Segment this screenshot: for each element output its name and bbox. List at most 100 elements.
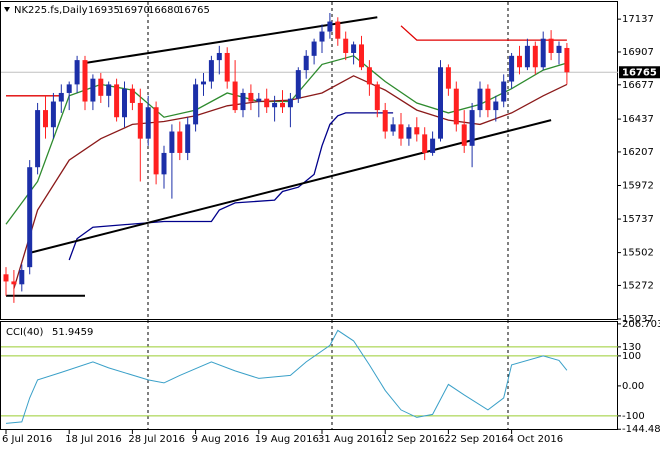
overlay-line — [68, 112, 394, 261]
candle-body — [145, 107, 151, 139]
candle-body — [453, 88, 459, 125]
candle-body — [406, 127, 412, 139]
candle-body — [382, 110, 388, 132]
candle-body — [485, 88, 491, 111]
candle-body — [469, 110, 475, 146]
candle-body — [532, 45, 538, 68]
candle-body — [327, 21, 333, 32]
y-tick-label: 17137 — [622, 14, 654, 25]
candle-body — [540, 38, 546, 68]
x-tick-label: 6 Jul 2016 — [2, 434, 52, 445]
candle-body — [35, 110, 41, 168]
x-tick-label: 19 Aug 2016 — [255, 434, 319, 445]
overlay-line — [400, 25, 567, 41]
candle-body — [169, 131, 175, 153]
indicator-tick-label: -144.486 — [622, 424, 660, 435]
x-tick-label: 22 Sep 2016 — [444, 434, 507, 445]
candle-body — [90, 78, 96, 102]
last-open: 16935 — [88, 5, 120, 16]
candle-body — [390, 124, 396, 132]
indicator-tick-label: 130 — [622, 342, 641, 353]
y-tick-label: 15972 — [622, 180, 654, 191]
candle-body — [280, 102, 285, 108]
candle-body — [129, 88, 135, 103]
candle-body — [414, 127, 420, 135]
candle-body — [256, 98, 262, 102]
candle-body — [248, 92, 254, 102]
candle-body — [461, 124, 467, 146]
candle-body — [295, 70, 301, 99]
candle-body — [351, 44, 357, 53]
candle-body — [438, 67, 443, 139]
indicator-title: CCI(40) — [6, 327, 44, 338]
candle-body — [564, 47, 570, 73]
candle-body — [50, 101, 56, 128]
y-tick-label: 15737 — [622, 214, 654, 225]
y-tick-label: 16207 — [622, 147, 654, 158]
candle-body — [509, 55, 515, 82]
indicator-panel-frame — [0, 321, 618, 430]
indicator-tick-label: 206.7035 — [622, 319, 660, 330]
chart-title: NK225.fs,Daily — [14, 5, 88, 16]
candle-body — [137, 102, 143, 139]
candle-body — [501, 81, 507, 102]
candle-body — [517, 55, 522, 68]
y-tick-label: 15272 — [622, 280, 654, 291]
candle-body — [201, 81, 206, 85]
candle-body — [185, 124, 191, 153]
candle-body — [193, 84, 199, 125]
candle-body — [19, 270, 25, 285]
candle-body — [430, 138, 436, 153]
candle-body — [161, 152, 167, 175]
candle-body — [122, 88, 127, 118]
candle-body — [153, 107, 159, 175]
x-tick-label: 12 Sep 2016 — [381, 434, 444, 445]
candle-body — [287, 98, 293, 108]
candle-body — [272, 102, 278, 108]
indicator-value: 51.9459 — [52, 327, 93, 338]
candle-body — [43, 110, 48, 128]
indicator-tick-label: -100 — [622, 411, 645, 422]
main-panel-frame — [0, 1, 618, 320]
price-tag — [619, 66, 660, 79]
y-tick-label: 15502 — [622, 248, 654, 259]
y-tick-label: 16907 — [622, 47, 654, 58]
x-tick-label: 18 Jul 2016 — [65, 434, 122, 445]
candle-body — [224, 52, 230, 82]
candle-body — [177, 131, 183, 153]
candle-body — [74, 60, 80, 85]
cci-line — [5, 329, 568, 424]
last-close: 16765 — [178, 5, 210, 16]
candle-body — [232, 81, 238, 111]
candle-body — [114, 84, 120, 118]
candle-body — [208, 60, 214, 82]
menu-arrow — [4, 7, 10, 12]
candle-body — [303, 55, 309, 71]
candle-body — [477, 88, 483, 111]
price-tag-label: 16765 — [622, 67, 657, 78]
candle-body — [66, 84, 72, 93]
x-tick-label: 28 Jul 2016 — [128, 434, 185, 445]
candle-body — [58, 92, 64, 102]
candle-body — [82, 60, 88, 102]
y-tick-label: 16677 — [622, 80, 654, 91]
last-high: 16970 — [118, 5, 150, 16]
candle-body — [343, 38, 349, 53]
candle-body — [493, 101, 499, 111]
candle-body — [398, 124, 404, 139]
y-tick-label: 16437 — [622, 114, 654, 125]
indicator-tick-label: 0.00 — [622, 381, 644, 392]
candle-body — [359, 44, 364, 68]
candle-body — [311, 41, 317, 56]
candle-body — [240, 92, 246, 111]
candle-body — [216, 52, 222, 61]
last-low: 16680 — [148, 5, 180, 16]
candle-body — [106, 84, 112, 96]
candle-body — [366, 67, 372, 85]
candle-body — [27, 167, 33, 268]
candle-body — [98, 78, 104, 96]
candle-body — [374, 84, 380, 111]
candle-body — [422, 134, 428, 153]
candle-body — [335, 21, 341, 39]
